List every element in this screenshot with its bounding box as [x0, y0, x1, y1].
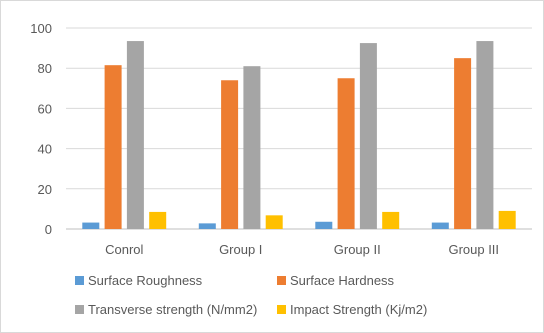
x-tick-label: Group III — [448, 242, 499, 257]
bar — [126, 41, 144, 229]
legend-swatch — [277, 305, 286, 314]
legend-label: Transverse strength (N/mm2) — [88, 302, 257, 317]
bar — [382, 211, 400, 229]
bars — [82, 41, 516, 230]
bar — [198, 223, 216, 229]
y-tick-label: 40 — [38, 142, 52, 157]
x-tick-label: Conrol — [105, 242, 143, 257]
bar — [476, 41, 494, 229]
bar — [454, 58, 472, 230]
x-axis-ticks: Conrol Group I Group II Group III — [105, 242, 499, 257]
legend-swatch — [277, 276, 286, 285]
y-tick-label: 60 — [38, 101, 52, 116]
bar — [243, 66, 261, 229]
legend-label: Surface Hardness — [290, 273, 395, 288]
bar — [149, 211, 167, 229]
legend-label: Surface Roughness — [88, 273, 203, 288]
bar — [315, 221, 333, 229]
bar — [221, 80, 239, 229]
x-tick-label: Group II — [334, 242, 381, 257]
bar — [104, 65, 122, 229]
legend-swatch — [75, 305, 84, 314]
bar — [337, 78, 355, 229]
y-tick-label: 0 — [45, 222, 52, 237]
x-tick-label: Group I — [219, 242, 262, 257]
legend-label: Impact Strength (Kj/m2) — [290, 302, 427, 317]
y-tick-label: 100 — [30, 21, 52, 36]
legend-swatch — [75, 276, 84, 285]
bar — [82, 222, 100, 229]
bar — [498, 210, 516, 229]
y-tick-label: 80 — [38, 61, 52, 76]
bar — [431, 222, 449, 229]
bar — [359, 43, 377, 230]
legend: Surface Roughness Surface Hardness Transve… — [75, 273, 427, 317]
bar — [265, 215, 283, 229]
y-tick-label: 20 — [38, 182, 52, 197]
y-axis-ticks: 0 20 40 60 80 100 — [30, 21, 52, 237]
